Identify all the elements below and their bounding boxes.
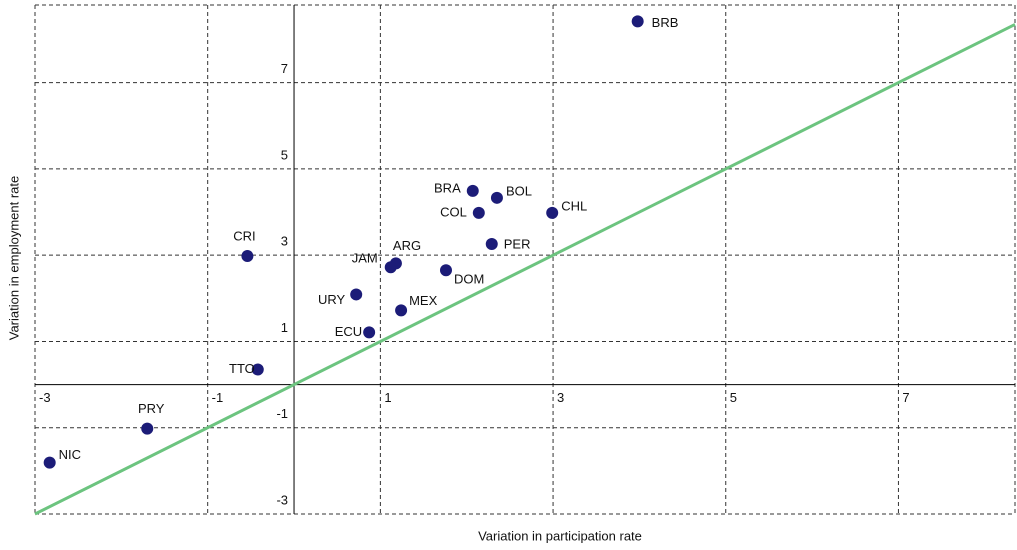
point-label: BRB <box>652 15 679 30</box>
y-tick-label: 1 <box>281 320 288 335</box>
point <box>631 15 644 28</box>
point <box>141 422 154 435</box>
point-label: ECU <box>335 324 362 339</box>
y-tick-label: 7 <box>281 61 288 76</box>
point-label: BRA <box>434 180 461 195</box>
point-label: MEX <box>409 293 438 308</box>
point <box>395 304 408 317</box>
point-label: BOL <box>506 183 532 198</box>
point-label: PER <box>504 236 531 251</box>
y-axis-title: Variation in employment rate <box>6 176 21 341</box>
point-label: CRI <box>233 228 255 243</box>
point-label: CHL <box>561 198 587 213</box>
point <box>439 264 452 277</box>
point-label: NIC <box>59 447 81 462</box>
point <box>472 206 485 219</box>
x-tick-label: 3 <box>557 390 564 405</box>
y-tick-label: -1 <box>276 406 288 421</box>
x-tick-label: 7 <box>902 390 909 405</box>
point-label: TTO <box>229 361 255 376</box>
point <box>43 456 56 469</box>
reference-line <box>34 23 1016 516</box>
point <box>251 363 264 376</box>
point-label: COL <box>440 204 467 219</box>
point <box>363 326 376 339</box>
point-label: PRY <box>138 401 165 416</box>
point-label: DOM <box>454 272 484 287</box>
y-tick-label: 5 <box>281 147 288 162</box>
x-tick-label: 1 <box>384 390 391 405</box>
point <box>350 288 363 301</box>
y-tick-label: 3 <box>281 234 288 249</box>
point <box>384 261 397 274</box>
point <box>485 237 498 250</box>
x-tick-label: -3 <box>39 390 51 405</box>
point-label: ARG <box>393 238 421 253</box>
x-tick-label: 5 <box>730 390 737 405</box>
point-label: JAM <box>352 251 378 266</box>
point <box>241 250 254 263</box>
point <box>546 206 559 219</box>
y-tick-label: -3 <box>276 492 288 507</box>
x-tick-label: -1 <box>212 390 224 405</box>
point-label: URY <box>318 292 346 307</box>
x-axis-title: Variation in participation rate <box>478 528 642 543</box>
point <box>490 191 503 204</box>
point <box>466 184 479 197</box>
